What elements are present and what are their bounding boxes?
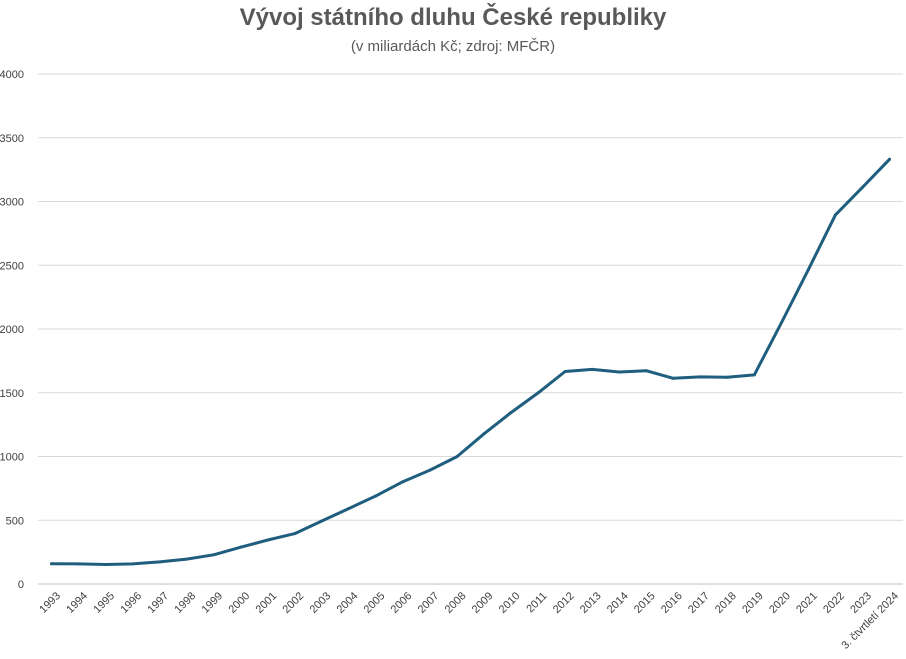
- x-tick-label: 2021: [794, 590, 820, 616]
- y-tick-label: 2500: [0, 260, 24, 272]
- data-point: [860, 185, 864, 189]
- data-point: [482, 432, 486, 436]
- x-tick-label: 2018: [713, 590, 739, 616]
- data-point: [779, 321, 783, 325]
- data-point: [266, 538, 270, 542]
- data-point: [428, 468, 432, 472]
- data-point: [644, 369, 648, 373]
- data-point: [752, 373, 756, 377]
- x-tick-label: 1997: [145, 590, 171, 616]
- x-tick-label: 2004: [335, 590, 361, 616]
- data-point: [374, 494, 378, 498]
- data-point: [563, 369, 567, 373]
- x-tick-label: 1999: [199, 590, 225, 616]
- x-tick-label: 2015: [632, 590, 658, 616]
- data-point: [509, 411, 513, 415]
- chart-title: Vývoj státního dluhu České republiky: [239, 4, 667, 31]
- y-tick-label: 1500: [0, 388, 24, 400]
- data-point: [590, 367, 594, 371]
- x-tick-label: 2007: [416, 590, 442, 616]
- x-tick-label: 1995: [91, 590, 117, 616]
- x-tick-label: 1996: [118, 590, 144, 616]
- x-tick-label: 2009: [470, 590, 496, 616]
- y-tick-label: 2000: [0, 324, 24, 336]
- y-tick-label: 4000: [0, 69, 24, 81]
- data-point: [185, 557, 189, 561]
- data-point: [293, 532, 297, 536]
- x-tick-label: 2001: [254, 590, 280, 616]
- x-tick-label: 2000: [227, 590, 253, 616]
- x-tick-label: 2022: [821, 590, 847, 616]
- series-line: [50, 157, 891, 566]
- y-tick-label: 0: [18, 579, 24, 591]
- data-point: [806, 268, 810, 272]
- data-point: [158, 560, 162, 564]
- data-point: [455, 455, 459, 459]
- data-point: [50, 562, 54, 566]
- data-point: [104, 562, 108, 566]
- data-point: [698, 375, 702, 379]
- x-tick-label: 1994: [64, 590, 90, 616]
- x-tick-label: 2013: [578, 590, 604, 616]
- data-point: [671, 376, 675, 380]
- y-tick-label: 1000: [0, 452, 24, 464]
- data-point: [212, 553, 216, 557]
- y-tick-label: 3500: [0, 133, 24, 145]
- x-tick-label: 2019: [740, 590, 766, 616]
- data-point: [320, 519, 324, 523]
- data-point: [131, 562, 135, 566]
- data-point: [833, 213, 837, 217]
- x-tick-label: 2016: [659, 590, 685, 616]
- x-tick-label: 2017: [686, 590, 712, 616]
- data-point: [725, 375, 729, 379]
- x-tick-label: 2002: [281, 590, 307, 616]
- data-point: [77, 562, 81, 566]
- x-tick-label: 2003: [308, 590, 334, 616]
- data-point: [617, 370, 621, 374]
- x-tick-label: 2010: [497, 590, 523, 616]
- x-tick-label: 2011: [524, 590, 549, 615]
- data-point: [401, 480, 405, 484]
- x-tick-label: 2012: [551, 590, 577, 616]
- y-tick-label: 500: [6, 515, 24, 527]
- data-point: [239, 545, 243, 549]
- x-tick-label: 1993: [37, 590, 63, 616]
- x-tick-label: 2005: [362, 590, 388, 616]
- x-tick-label: 2020: [767, 590, 793, 616]
- x-tick-label: 2008: [443, 590, 469, 616]
- y-tick-label: 3000: [0, 197, 24, 209]
- x-tick-label: 2006: [389, 590, 415, 616]
- data-point: [887, 157, 891, 161]
- data-point: [536, 391, 540, 395]
- x-tick-label: 2014: [605, 590, 631, 616]
- x-tick-label: 1998: [172, 590, 198, 616]
- data-point: [347, 507, 351, 511]
- chart-subtitle: (v miliardách Kč; zdroj: MFČR): [350, 38, 556, 55]
